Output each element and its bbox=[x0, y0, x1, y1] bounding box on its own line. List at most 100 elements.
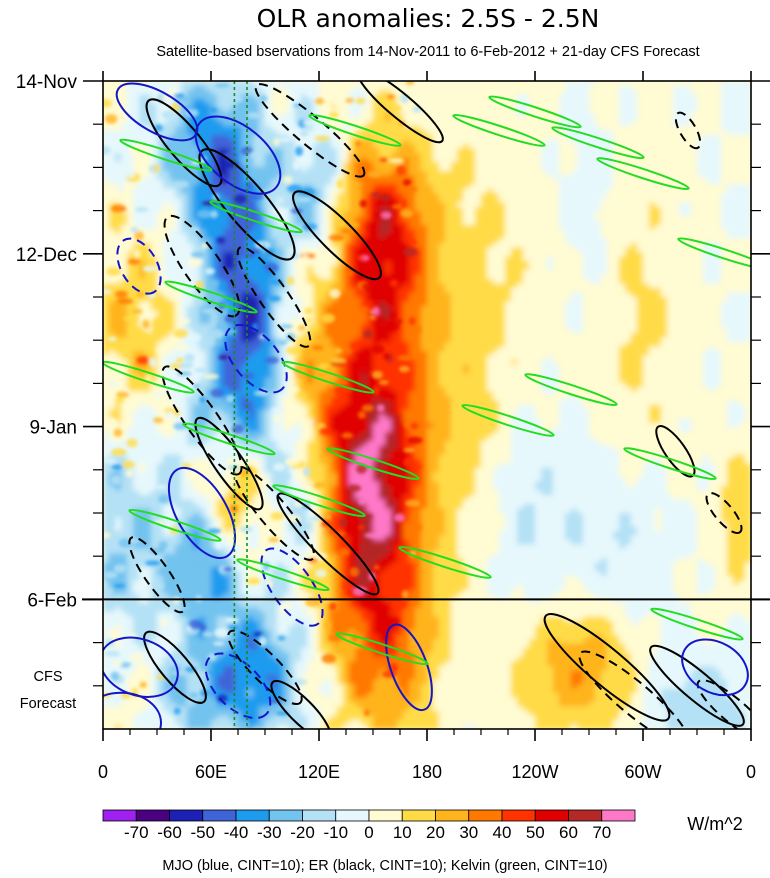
anomaly-cell bbox=[481, 166, 488, 172]
anomaly-cell bbox=[133, 166, 140, 172]
anomaly-cell bbox=[685, 85, 692, 91]
anomaly-cell bbox=[469, 135, 476, 141]
anomaly-cell bbox=[643, 247, 650, 253]
anomaly-cell bbox=[481, 112, 488, 118]
anomaly-cell bbox=[427, 220, 434, 226]
anomaly-cell bbox=[445, 198, 452, 204]
anomaly-cell bbox=[679, 184, 686, 190]
anomaly-cell bbox=[109, 81, 116, 87]
anomaly-cell bbox=[151, 238, 158, 244]
anomaly-cell bbox=[409, 180, 416, 186]
anomaly-cell bbox=[157, 243, 164, 249]
anomaly-cell bbox=[445, 283, 452, 289]
anomaly-cell bbox=[559, 175, 566, 181]
anomaly-cell bbox=[463, 144, 470, 150]
anomaly-cell bbox=[385, 261, 392, 267]
anomaly-cell bbox=[283, 274, 290, 280]
anomaly-cell bbox=[199, 220, 206, 226]
anomaly-cell bbox=[295, 139, 302, 145]
anomaly-cell bbox=[139, 193, 146, 199]
anomaly-cell bbox=[385, 90, 392, 96]
anomaly-cell bbox=[487, 216, 494, 222]
anomaly-cell bbox=[139, 135, 146, 141]
anomaly-cell bbox=[511, 216, 518, 222]
anomaly-cell bbox=[403, 234, 410, 240]
anomaly-cell bbox=[439, 148, 446, 154]
anomaly-cell bbox=[289, 171, 296, 177]
anomaly-cell bbox=[271, 202, 278, 208]
anomaly-cell bbox=[703, 243, 710, 249]
anomaly-cell bbox=[733, 175, 740, 181]
anomaly-cell bbox=[379, 144, 386, 150]
anomaly-cell bbox=[109, 157, 116, 163]
anomaly-cell bbox=[187, 193, 194, 199]
anomaly-cell bbox=[169, 166, 176, 172]
anomaly-cell bbox=[103, 274, 110, 280]
anomaly-cell bbox=[535, 202, 542, 208]
anomaly-cell bbox=[451, 153, 458, 159]
anomaly-cell bbox=[445, 121, 452, 127]
anomaly-cell bbox=[685, 108, 692, 114]
anomaly-cell bbox=[343, 216, 350, 222]
anomaly-cell bbox=[229, 81, 236, 87]
anomaly-cell bbox=[463, 261, 470, 267]
anomaly-cell bbox=[709, 274, 716, 280]
anomaly-cell bbox=[391, 153, 398, 159]
anomaly-cell bbox=[109, 225, 116, 231]
anomaly-cell bbox=[667, 234, 674, 240]
anomaly-cell bbox=[325, 238, 332, 244]
anomaly-cell bbox=[433, 283, 440, 289]
anomaly-cell bbox=[205, 189, 212, 195]
anomaly-cell bbox=[565, 247, 572, 253]
anomaly-cell bbox=[307, 265, 314, 271]
anomaly-cell bbox=[637, 198, 644, 204]
anomaly-cell bbox=[217, 225, 224, 231]
anomaly-cell bbox=[649, 234, 656, 240]
anomaly-cell bbox=[451, 184, 458, 190]
anomaly-cell bbox=[529, 139, 536, 145]
anomaly-cell bbox=[631, 81, 638, 87]
anomaly-cell bbox=[415, 162, 422, 168]
anomaly-cell bbox=[661, 256, 668, 262]
anomaly-cell bbox=[487, 202, 494, 208]
anomaly-cell bbox=[259, 216, 266, 222]
anomaly-cell bbox=[595, 243, 602, 249]
anomaly-cell bbox=[343, 274, 350, 280]
anomaly-cell bbox=[313, 81, 320, 87]
anomaly-cell bbox=[157, 153, 164, 159]
anomaly-cell bbox=[115, 279, 122, 285]
anomaly-cell bbox=[265, 175, 272, 181]
anomaly-cell bbox=[547, 112, 554, 118]
anomaly-cell bbox=[565, 279, 572, 285]
anomaly-cell bbox=[721, 198, 728, 204]
anomaly-cell bbox=[181, 148, 188, 154]
anomaly-cell bbox=[271, 166, 278, 172]
anomaly-cell bbox=[391, 225, 398, 231]
anomaly-cell bbox=[631, 274, 638, 280]
anomaly-cell bbox=[235, 175, 242, 181]
anomaly-cell bbox=[367, 135, 374, 141]
anomaly-cell bbox=[685, 130, 692, 136]
anomaly-cell bbox=[169, 238, 176, 244]
anomaly-cell bbox=[727, 148, 734, 154]
anomaly-cell bbox=[601, 265, 608, 271]
anomaly-cell bbox=[103, 189, 110, 195]
anomaly-cell bbox=[283, 243, 290, 249]
anomaly-cell bbox=[433, 94, 440, 100]
anomaly-cell bbox=[631, 157, 638, 163]
anomaly-cell bbox=[673, 261, 680, 267]
anomaly-cell bbox=[289, 162, 296, 168]
anomaly-cell bbox=[253, 198, 260, 204]
anomaly-cell bbox=[655, 135, 662, 141]
anomaly-cell bbox=[247, 144, 254, 150]
anomaly-cell bbox=[451, 193, 458, 199]
anomaly-cell bbox=[133, 270, 140, 276]
anomaly-cell bbox=[373, 157, 380, 163]
anomaly-cell bbox=[295, 238, 302, 244]
anomaly-cell bbox=[553, 180, 560, 186]
anomaly-cell bbox=[277, 265, 284, 271]
anomaly-cell bbox=[499, 81, 506, 87]
anomaly-cell bbox=[679, 81, 686, 87]
anomaly-cell bbox=[235, 229, 242, 235]
anomaly-cell bbox=[175, 193, 182, 199]
